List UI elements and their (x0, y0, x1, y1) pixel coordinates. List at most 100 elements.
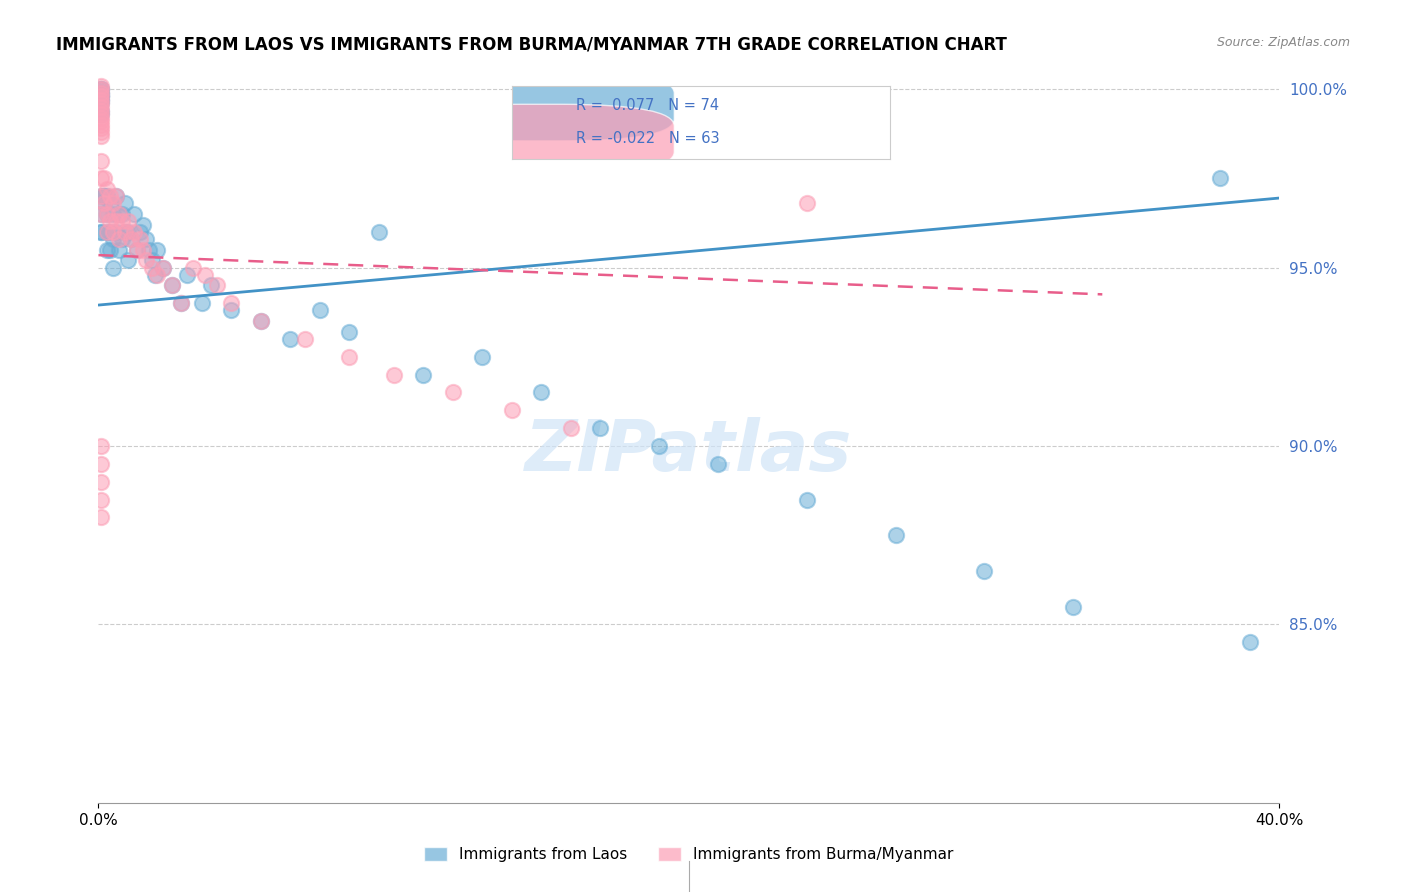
Point (90, 457, 112, 471)
Point (90, 189, 112, 203)
Point (117, 253, 139, 268)
Point (176, 268, 198, 282)
Point (973, 564, 995, 578)
Point (90, 86, 112, 100)
Legend: Immigrants from Laos, Immigrants from Burma/Myanmar: Immigrants from Laos, Immigrants from Bu… (418, 841, 960, 868)
Point (90, 118, 112, 132)
Point (120, 232, 142, 246)
Point (560, 421, 582, 435)
Point (105, 189, 128, 203)
Point (90, 93, 112, 107)
Point (152, 260, 174, 275)
Point (412, 368, 434, 382)
Point (98, 214, 121, 228)
Point (339, 350, 360, 364)
Point (368, 225, 391, 239)
Point (90, 93, 112, 107)
Point (93, 196, 115, 211)
Point (117, 214, 139, 228)
Point (103, 232, 125, 246)
Point (294, 332, 316, 346)
Point (114, 225, 136, 239)
Point (90, 107, 112, 121)
Point (181, 260, 204, 275)
Point (205, 278, 228, 293)
Point (90, 121, 112, 136)
Point (146, 243, 169, 257)
Point (98, 243, 121, 257)
Point (138, 243, 160, 257)
Point (93, 189, 115, 203)
Point (125, 243, 148, 257)
Point (339, 325, 360, 339)
Point (111, 214, 134, 228)
Point (93, 171, 115, 186)
Point (111, 207, 134, 221)
Point (90, 225, 112, 239)
Point (114, 196, 136, 211)
Point (105, 225, 128, 239)
Point (146, 268, 169, 282)
Point (117, 225, 139, 239)
Point (103, 207, 125, 221)
Point (90, 86, 112, 100)
Point (90, 492, 112, 507)
Text: ZIPatlas: ZIPatlas (526, 417, 852, 486)
Point (90, 96, 112, 111)
Point (96, 207, 118, 221)
Point (90, 510, 112, 524)
Point (96, 189, 118, 203)
Point (90, 128, 112, 143)
Point (103, 196, 125, 211)
Point (96, 182, 118, 196)
Text: Source: ZipAtlas.com: Source: ZipAtlas.com (1216, 36, 1350, 49)
Point (884, 528, 907, 542)
Point (309, 303, 332, 318)
Point (98, 196, 121, 211)
Point (111, 232, 134, 246)
Point (90, 82, 112, 96)
Point (90, 189, 112, 203)
Point (105, 189, 128, 203)
Point (90, 82, 112, 96)
Point (162, 278, 183, 293)
Point (194, 268, 217, 282)
Point (141, 253, 163, 268)
Point (152, 260, 174, 275)
Point (125, 243, 148, 257)
Text: IMMIGRANTS FROM LAOS VS IMMIGRANTS FROM BURMA/MYANMAR 7TH GRADE CORRELATION CHAR: IMMIGRANTS FROM LAOS VS IMMIGRANTS FROM … (56, 36, 1007, 54)
Point (170, 296, 193, 310)
Point (90, 100, 112, 114)
Point (219, 303, 242, 318)
Point (530, 385, 553, 400)
Point (90, 89, 112, 103)
Point (796, 492, 818, 507)
Point (90, 96, 112, 111)
Point (90, 111, 112, 125)
Point (250, 314, 273, 328)
Point (90, 82, 112, 96)
Point (1239, 635, 1261, 649)
Point (93, 196, 115, 211)
Point (796, 196, 818, 211)
Point (191, 296, 214, 310)
Point (1209, 171, 1232, 186)
Point (108, 207, 131, 221)
Point (96, 225, 118, 239)
Point (120, 232, 142, 246)
Point (90, 439, 112, 453)
Point (132, 243, 155, 257)
Point (103, 260, 125, 275)
Point (90, 475, 112, 489)
Point (90, 207, 112, 221)
Point (382, 368, 405, 382)
Point (128, 225, 150, 239)
Point (90, 78, 112, 93)
Point (103, 225, 125, 239)
Point (114, 225, 136, 239)
Point (108, 243, 131, 257)
Point (122, 225, 145, 239)
Point (90, 114, 112, 128)
Point (90, 103, 112, 118)
Point (135, 253, 157, 268)
